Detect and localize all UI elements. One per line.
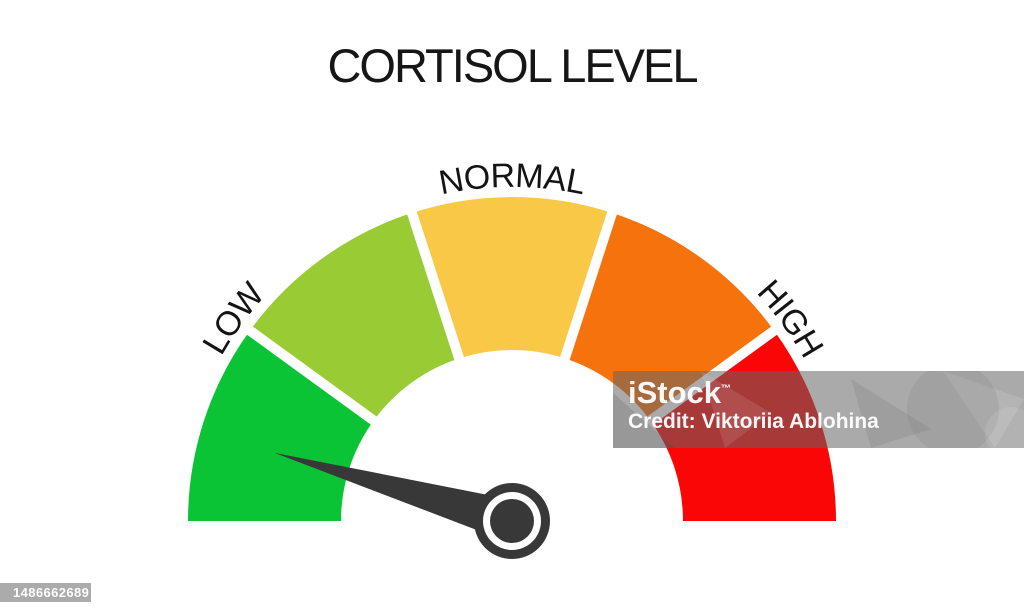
istock-logo: iStock™	[628, 375, 1024, 410]
watermark-text-block: iStock™ Credit: Viktoriia Ablohina	[613, 371, 1024, 433]
segment-gap-divider	[240, 321, 384, 430]
gauge-segment-low-normal	[249, 212, 460, 421]
gauge-arc-label-normal: NORMAL	[436, 157, 588, 203]
istock-watermark-band: iStock™ Credit: Viktoriia Ablohina	[613, 371, 1024, 448]
segment-gap-divider	[404, 203, 467, 369]
needle-hub-inner	[490, 499, 534, 543]
watermark-credit: Credit: Viktoriia Ablohina	[628, 410, 879, 434]
watermark-texture-pattern	[613, 371, 1024, 448]
trademark-symbol: ™	[721, 383, 732, 395]
texture-triangle	[851, 379, 931, 448]
texture-triangle	[613, 393, 675, 448]
texture-blob	[985, 407, 1024, 448]
chart-title: CORTISOL LEVEL	[327, 39, 698, 92]
gauge-segment-normal-high	[564, 212, 775, 421]
segment-gap-divider	[557, 203, 620, 369]
texture-blob	[907, 371, 999, 448]
asset-id-badge: 1486662689	[0, 583, 91, 602]
istock-logo-text: iStock	[628, 375, 722, 410]
texture-triangle	[701, 371, 771, 448]
gauge-needle	[274, 452, 518, 542]
gauge-segment-low	[188, 330, 374, 521]
texture-triangle	[943, 371, 1024, 448]
gauge-segment-normal	[411, 197, 613, 359]
